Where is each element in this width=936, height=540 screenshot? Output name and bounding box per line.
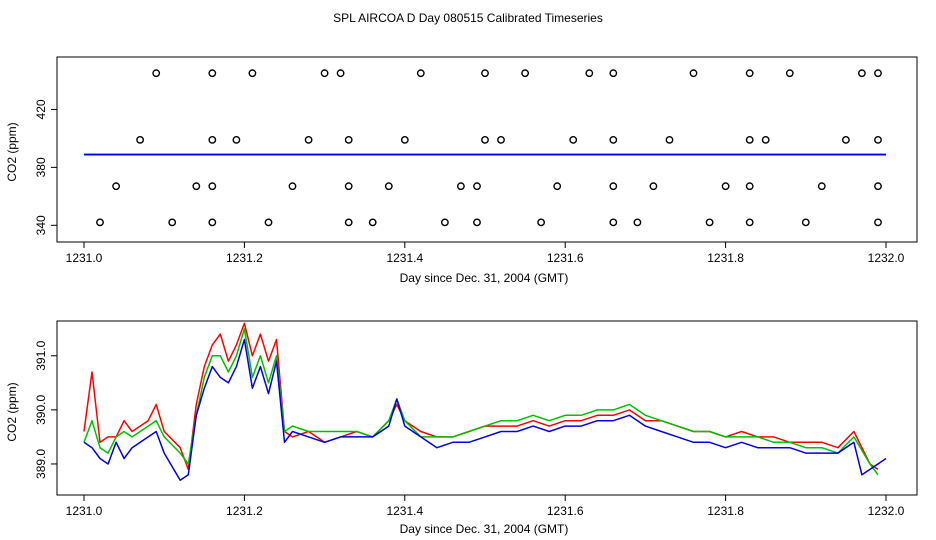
scatter-point: [320, 69, 329, 78]
scatter-point: [609, 218, 618, 227]
scatter-point: [785, 69, 794, 78]
scatter-point: [208, 218, 217, 227]
scatter-point: [874, 218, 882, 227]
scatter-point: [473, 182, 481, 191]
scatter-point: [344, 182, 353, 191]
top-y-tick-label: 420: [34, 99, 48, 119]
top-x-tick-label: 1231.0: [66, 251, 103, 265]
scatter-point: [248, 69, 257, 78]
scatter-point: [858, 69, 866, 78]
scatter-point: [705, 218, 714, 227]
scatter-point: [344, 135, 353, 144]
scatter-point: [609, 69, 618, 78]
bottom-panel-line-plot: Day since Dec. 31, 2004 (GMT) CO2 (ppm) …: [5, 320, 918, 536]
scatter-point: [842, 135, 850, 144]
scatter-point: [649, 182, 658, 191]
top-x-tick-label: 1231.6: [547, 251, 584, 265]
top-x-axis-label: Day since Dec. 31, 2004 (GMT): [400, 271, 569, 285]
scatter-point: [689, 69, 698, 78]
bottom-y-tick-label: 390.0: [34, 395, 48, 425]
scatter-point: [288, 182, 297, 191]
scatter-point: [553, 182, 562, 191]
scatter-point: [481, 135, 489, 144]
scatter-point: [609, 135, 618, 144]
scatter-point: [232, 135, 241, 144]
scatter-point: [208, 69, 217, 78]
scatter-point: [569, 135, 578, 144]
scatter-point: [665, 135, 674, 144]
scatter-point: [481, 69, 489, 78]
top-scatter-points: [96, 69, 882, 227]
top-x-tick-label: 1231.2: [226, 251, 263, 265]
top-y-tick-label: 380: [34, 157, 48, 177]
bottom-series-lines: [83, 322, 887, 481]
bottom-x-tick-label: 1231.0: [66, 504, 103, 518]
scatter-point: [344, 218, 353, 227]
bottom-y-tick-label: 391.0: [34, 340, 48, 370]
scatter-point: [192, 182, 201, 191]
scatter-point: [745, 69, 754, 78]
scatter-point: [537, 218, 545, 227]
scatter-point: [817, 182, 826, 191]
scatter-point: [336, 69, 345, 78]
scatter-point: [304, 135, 313, 144]
bottom-x-ticks: 1231.0 1231.2 1231.4 1231.6 1231.8 1232.0: [66, 495, 905, 518]
scatter-point: [112, 182, 121, 191]
scatter-point: [208, 182, 217, 191]
scatter-point: [400, 135, 409, 144]
scatter-point: [761, 135, 770, 144]
scatter-point: [633, 218, 642, 227]
bottom-y-axis-label: CO2 (ppm): [5, 382, 19, 441]
scatter-point: [384, 182, 393, 191]
top-x-tick-label: 1231.8: [707, 251, 744, 265]
scatter-point: [874, 135, 882, 144]
top-series-lines: [84, 153, 886, 156]
bottom-x-tick-label: 1231.8: [707, 504, 744, 518]
scatter-point: [416, 69, 425, 78]
scatter-point: [168, 218, 177, 227]
bottom-series-line: [83, 338, 887, 481]
top-plot-frame: [56, 56, 918, 243]
scatter-point: [609, 182, 618, 191]
top-panel-scatter-plot: Day since Dec. 31, 2004 (GMT) CO2 (ppm) …: [5, 56, 918, 285]
bottom-x-tick-label: 1232.0: [868, 504, 905, 518]
bottom-y-tick-label: 389.0: [34, 449, 48, 479]
scatter-point: [152, 69, 161, 78]
chart-title: SPL AIRCOA D Day 080515 Calibrated Times…: [333, 11, 603, 25]
bottom-y-ticks: 389.0 390.0 391.0: [34, 340, 57, 479]
bottom-x-tick-label: 1231.4: [386, 504, 423, 518]
scatter-point: [368, 218, 377, 227]
scatter-point: [136, 135, 145, 144]
top-x-tick-label: 1232.0: [868, 251, 905, 265]
scatter-point: [745, 218, 754, 227]
scatter-point: [473, 218, 481, 227]
scatter-point: [721, 182, 730, 191]
top-x-tick-label: 1231.4: [386, 251, 423, 265]
scatter-point: [874, 182, 882, 191]
bottom-x-axis-label: Day since Dec. 31, 2004 (GMT): [400, 522, 569, 536]
top-y-axis-label: CO2 (ppm): [5, 122, 19, 181]
scatter-point: [874, 69, 882, 78]
bottom-x-tick-label: 1231.6: [547, 504, 584, 518]
top-y-ticks: 340 380 420: [34, 99, 57, 235]
top-x-ticks: 1231.0 1231.2 1231.4 1231.6 1231.8 1232.0: [66, 242, 905, 265]
scatter-point: [440, 218, 449, 227]
scatter-point: [96, 218, 104, 227]
bottom-series-line: [83, 327, 879, 476]
scatter-point: [497, 135, 505, 144]
bottom-x-tick-label: 1231.2: [226, 504, 263, 518]
bottom-plot-frame: [56, 320, 918, 496]
scatter-point: [521, 69, 529, 78]
scatter-point: [745, 135, 754, 144]
top-y-tick-label: 340: [34, 215, 48, 235]
scatter-point: [456, 182, 465, 191]
scatter-point: [801, 218, 810, 227]
scatter-point: [208, 135, 217, 144]
scatter-point: [264, 218, 273, 227]
scatter-point: [745, 182, 754, 191]
scatter-point: [585, 69, 594, 78]
